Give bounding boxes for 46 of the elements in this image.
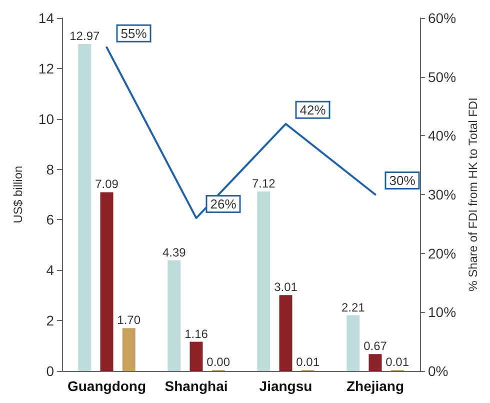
data-label: 12.97 <box>70 28 100 43</box>
y-tick-label: 12 <box>38 60 54 76</box>
y2-tick-label: 0% <box>428 363 448 379</box>
bar <box>78 44 92 371</box>
bar <box>100 192 114 371</box>
data-label: 3.01 <box>274 280 298 294</box>
y2-axis-title: % Share of FDI from HK to Total FDI <box>466 98 480 292</box>
y-tick-label: 6 <box>46 212 54 228</box>
x-tick-label: Jiangsu <box>259 378 312 394</box>
y2-tick-label: 30% <box>428 186 456 202</box>
bar <box>368 354 382 371</box>
bar <box>168 260 181 371</box>
y2-tick-label: 50% <box>428 68 456 85</box>
data-label: 26% <box>210 196 237 212</box>
bar <box>122 328 136 371</box>
x-tick-label: Zhejiang <box>346 378 404 394</box>
y2-tick-label: 40% <box>428 128 456 144</box>
x-tick-label: Guangdong <box>67 378 146 394</box>
y2-tick-label: 10% <box>428 304 456 320</box>
bar <box>279 295 292 371</box>
y2-tick-label: 20% <box>428 245 456 262</box>
bar <box>257 191 270 371</box>
data-label: 55% <box>120 26 148 41</box>
y-axis-title: US$ billion <box>11 166 25 224</box>
y-tick-label: 10 <box>38 110 54 127</box>
y-tick-label: 4 <box>46 262 54 278</box>
data-label: 0.67 <box>364 339 388 354</box>
y-tick-label: 8 <box>46 161 54 178</box>
y2-tick-label: 60% <box>428 10 456 26</box>
bar <box>190 342 203 371</box>
y-tick-label: 14 <box>38 10 54 26</box>
bar <box>346 315 360 371</box>
data-label: 7.12 <box>252 176 276 190</box>
data-label: 30% <box>389 173 416 188</box>
data-label: 42% <box>300 102 326 118</box>
data-label: 0.00 <box>206 355 230 369</box>
data-label: 0.01 <box>296 355 320 369</box>
data-label: 0.01 <box>386 355 410 369</box>
data-label: 7.09 <box>95 177 119 192</box>
data-label: 1.16 <box>184 326 208 341</box>
x-tick-label: Shanghai <box>164 378 228 394</box>
y-tick-label: 2 <box>46 312 54 329</box>
y-tick-label: 0 <box>46 363 54 379</box>
data-label: 1.70 <box>117 313 141 328</box>
data-label: 4.39 <box>162 245 186 260</box>
data-label: 2.21 <box>341 300 366 314</box>
